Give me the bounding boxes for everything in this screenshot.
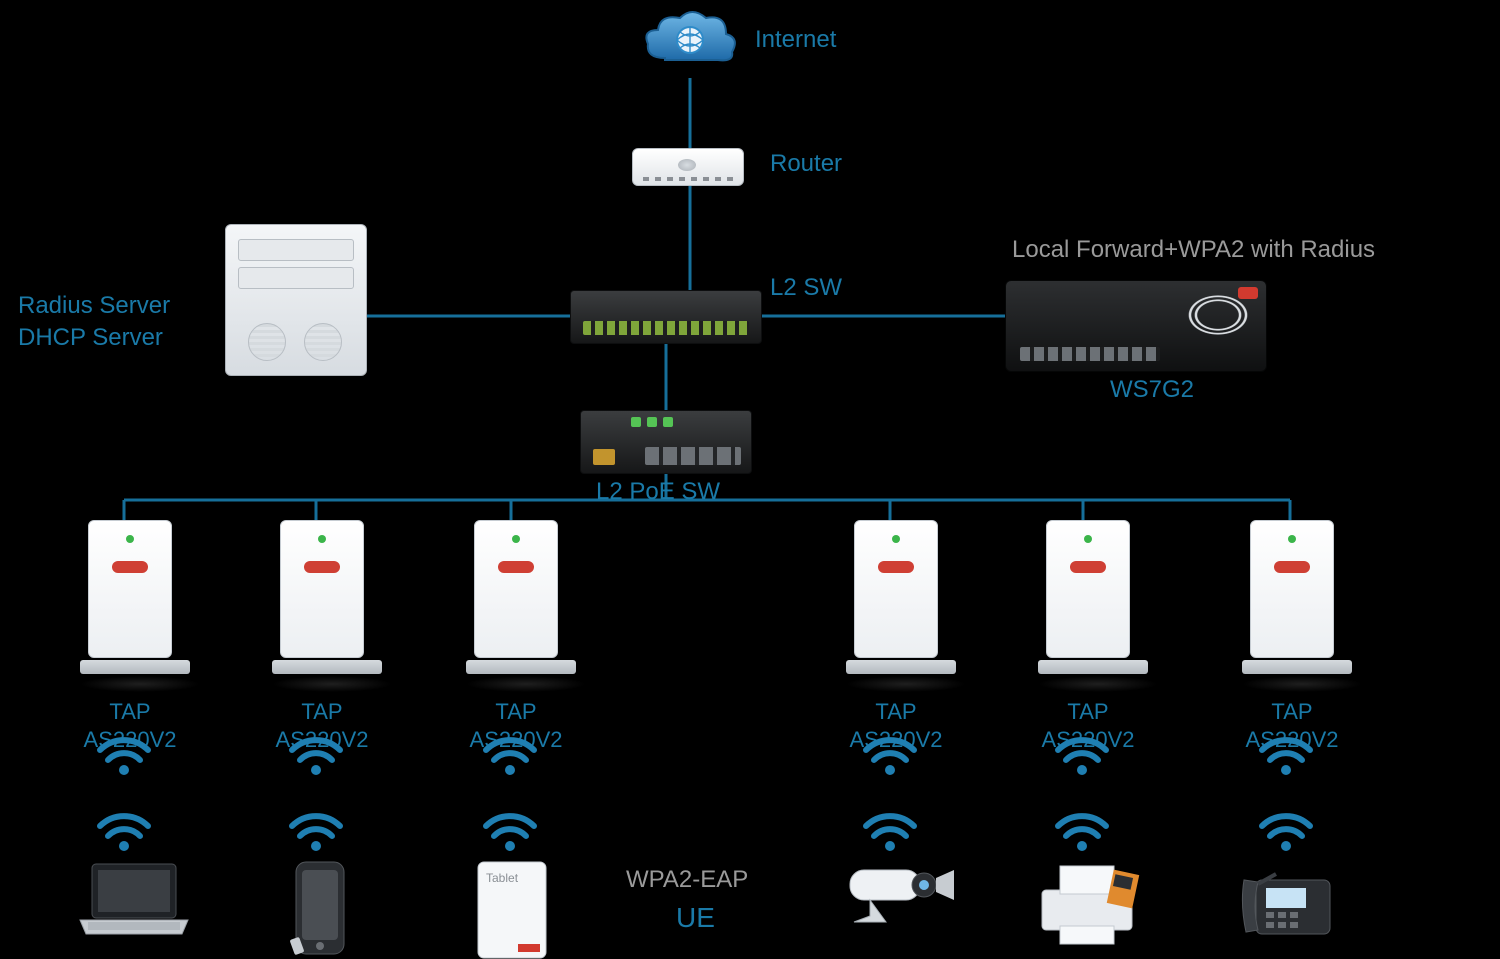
l2-poe-switch-device: [580, 410, 752, 474]
access-point-4: TAP AS220V2: [1038, 520, 1138, 753]
wifi-icon: [1258, 732, 1314, 776]
wpa2-eap-label: WPA2-EAP: [626, 866, 748, 894]
wifi-icon: [288, 808, 344, 852]
internet-label: Internet: [755, 26, 836, 54]
wifi-icon: [1054, 732, 1110, 776]
l2-switch-label: L2 SW: [770, 274, 842, 302]
wifi-icon: [1054, 808, 1110, 852]
internet-cloud: [640, 8, 740, 83]
wifi-icon: [96, 808, 152, 852]
ue-label: UE: [676, 902, 715, 934]
ue-device-tablet: Tablet: [474, 860, 550, 959]
svg-text:Tablet: Tablet: [486, 871, 519, 885]
ue-device-laptop: [74, 860, 194, 940]
wifi-icon: [1258, 808, 1314, 852]
wifi-icon: [288, 732, 344, 776]
l2-poe-switch-label: L2 PoE SW: [596, 478, 720, 506]
controller-title: Local Forward+WPA2 with Radius: [1012, 236, 1375, 264]
router-device: [632, 148, 744, 186]
wifi-icon: [862, 808, 918, 852]
access-point-0: TAP AS220V2: [80, 520, 180, 753]
access-point-1: TAP AS220V2: [272, 520, 372, 753]
wifi-icon: [96, 732, 152, 776]
controller-model: WS7G2: [1110, 376, 1194, 404]
ue-device-printer: [1032, 860, 1142, 950]
ue-device-phone: [290, 860, 350, 956]
access-point-3: TAP AS220V2: [846, 520, 946, 753]
access-point-2: TAP AS220V2: [466, 520, 566, 753]
wifi-icon: [482, 808, 538, 852]
l2-switch-device: [570, 290, 762, 344]
access-point-5: TAP AS220V2: [1242, 520, 1342, 753]
controller-device: [1005, 280, 1267, 372]
server-label: Radius Server DHCP Server: [18, 290, 170, 355]
ue-device-camera: [840, 860, 960, 930]
wifi-icon: [862, 732, 918, 776]
router-label: Router: [770, 150, 842, 178]
radius-dhcp-server: [225, 224, 367, 376]
wifi-icon: [482, 732, 538, 776]
ue-device-ipphone: [1236, 860, 1346, 950]
